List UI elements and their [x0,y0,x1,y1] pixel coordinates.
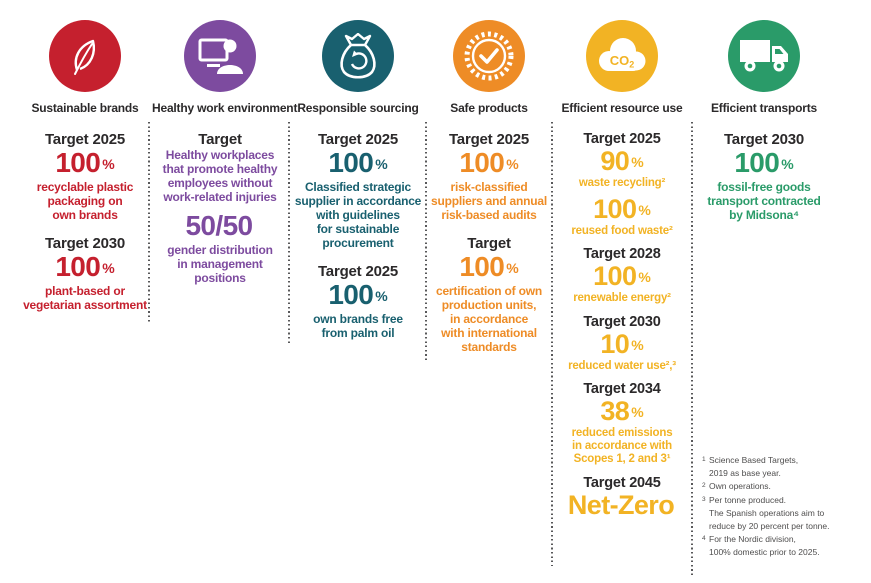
column-efficient-resource-use: CO2 Efficient resource use Target 2025 9… [553,20,691,521]
target-list: Target 2025 90% waste recycling² 100% re… [553,131,691,519]
target-heading: Target 2025 [317,263,399,281]
footnote: 3 Per tonne produced. The Spanish operat… [702,494,868,534]
target-list: Target 2025 100% recyclable plastic pack… [20,131,150,312]
footnote-text: Own operations. [709,481,771,492]
target-value: 10% [600,328,644,359]
column-divider [288,122,290,343]
target-description: renewable energy² [573,292,671,305]
target-value: 100% [328,147,388,178]
percent-unit: % [631,403,644,420]
column-healthy-work-environment: Healthy work environment Target Healthy … [152,20,298,285]
column-title: Efficient transports [710,101,818,115]
target-value-net-zero: Net-Zero [567,489,675,520]
target-description: waste recycling² [578,177,666,189]
percent-unit: % [638,202,651,219]
percent-unit: % [506,156,519,172]
target-description: risk-classified suppliers and annual ris… [430,180,548,223]
column-divider [551,122,553,566]
column-title: Responsible sourcing [297,101,419,115]
truck-icon [728,20,800,92]
target-heading: Target 2030 [583,313,661,330]
target-description: Healthy workplaces that promote healthy … [162,148,278,205]
footnote-marker: 3 [702,495,706,503]
target-heading: Target 2030 [44,235,126,253]
target-value: 100% [459,147,519,178]
target-value: 100% [55,251,115,283]
footnote-marker: 4 [702,535,706,543]
column-title: Sustainable brands [31,101,139,115]
column-divider [691,122,693,578]
column-responsible-sourcing: Responsible sourcing Target 2025 100% Cl… [291,20,425,340]
footnote-marker: 1 [702,456,706,463]
target-value: 90% [600,146,644,176]
column-efficient-transports: Efficient transports Target 2030 100% fo… [693,20,835,222]
target-heading: Target 2025 [317,131,399,148]
target-value: 50/50 [185,210,253,242]
leaf-icon [49,20,121,92]
target-description: gender distribution in management positi… [167,243,273,286]
column-divider [425,122,427,362]
target-description: plant-based or vegetarian assortment [23,284,147,313]
target-value: 100% [593,194,651,225]
footnote-marker: 2 [702,482,706,490]
target-value: 100% [593,261,651,292]
percent-unit: % [631,154,644,170]
percent-unit: % [102,156,115,172]
target-list: Target Healthy workplaces that promote h… [152,131,288,285]
target-heading: Target 2045 [583,474,661,491]
target-heading: Target 2034 [583,380,661,397]
target-description: reduced water use²,³ [568,359,676,372]
target-list: Target 2025 100% risk-classified supplie… [427,131,551,354]
percent-unit: % [638,269,651,286]
co2-cloud-icon: CO2 [586,20,658,92]
target-heading: Target 2025 [448,131,530,148]
target-list: Target 2025 100% Classified strategic su… [291,131,425,340]
target-value: 100% [55,147,115,178]
percent-unit: % [631,336,644,353]
footnote: 1 Science Based Targets, 2019 as base ye… [702,454,868,480]
target-value: 38% [600,395,644,426]
target-description: recyclable plastic packaging on own bran… [36,180,134,223]
target-description: certification of own production units, i… [435,284,542,355]
presentation-person-icon [184,20,256,92]
footnote-text: Per tonne produced. The Spanish operatio… [709,494,830,531]
footnote-text: Science Based Targets, 2019 as base year… [709,455,799,479]
target-heading: Target 2025 [44,131,126,148]
column-title: Healthy work environment [152,101,298,115]
footnote: 4 For the Nordic division, 100% domestic… [702,533,868,559]
target-description: reduced emissions in accordance with Sco… [571,426,673,466]
percent-unit: % [506,260,519,277]
target-heading: Target 2030 [723,131,805,148]
footnote-text: For the Nordic division, 100% domestic p… [709,534,820,558]
percent-unit: % [781,156,794,172]
target-description: own brands free from palm oil [313,312,403,341]
percent-unit: % [102,260,115,277]
percent-unit: % [375,156,388,172]
percent-unit: % [375,288,388,305]
target-description: reused food waste² [571,225,673,238]
target-description: fossil-free goods transport contracted b… [707,180,821,223]
footnote: 2 Own operations. [702,480,868,493]
target-value: 100% [734,147,794,178]
target-description: Classified strategic supplier in accorda… [294,180,422,251]
target-value: 100% [459,251,519,283]
target-list: Target 2030 100% fossil-free goods trans… [693,131,835,222]
svg-text:CO2: CO2 [610,53,635,70]
target-value: 100% [328,279,388,311]
recycled-bag-icon [322,20,394,92]
column-sustainable-brands: Sustainable brands Target 2025 100% recy… [20,20,150,312]
column-safe-products: Safe products Target 2025 100% risk-clas… [427,20,551,354]
target-heading: Target 2025 [583,131,661,147]
column-divider [148,122,150,324]
certified-badge-icon [453,20,525,92]
column-title: Efficient resource use [561,101,683,115]
footnotes: 1 Science Based Targets, 2019 as base ye… [702,454,868,559]
target-heading: Target [198,131,242,148]
target-heading: Target 2028 [583,246,661,263]
target-heading: Target [467,235,511,253]
column-title: Safe products [450,101,528,115]
